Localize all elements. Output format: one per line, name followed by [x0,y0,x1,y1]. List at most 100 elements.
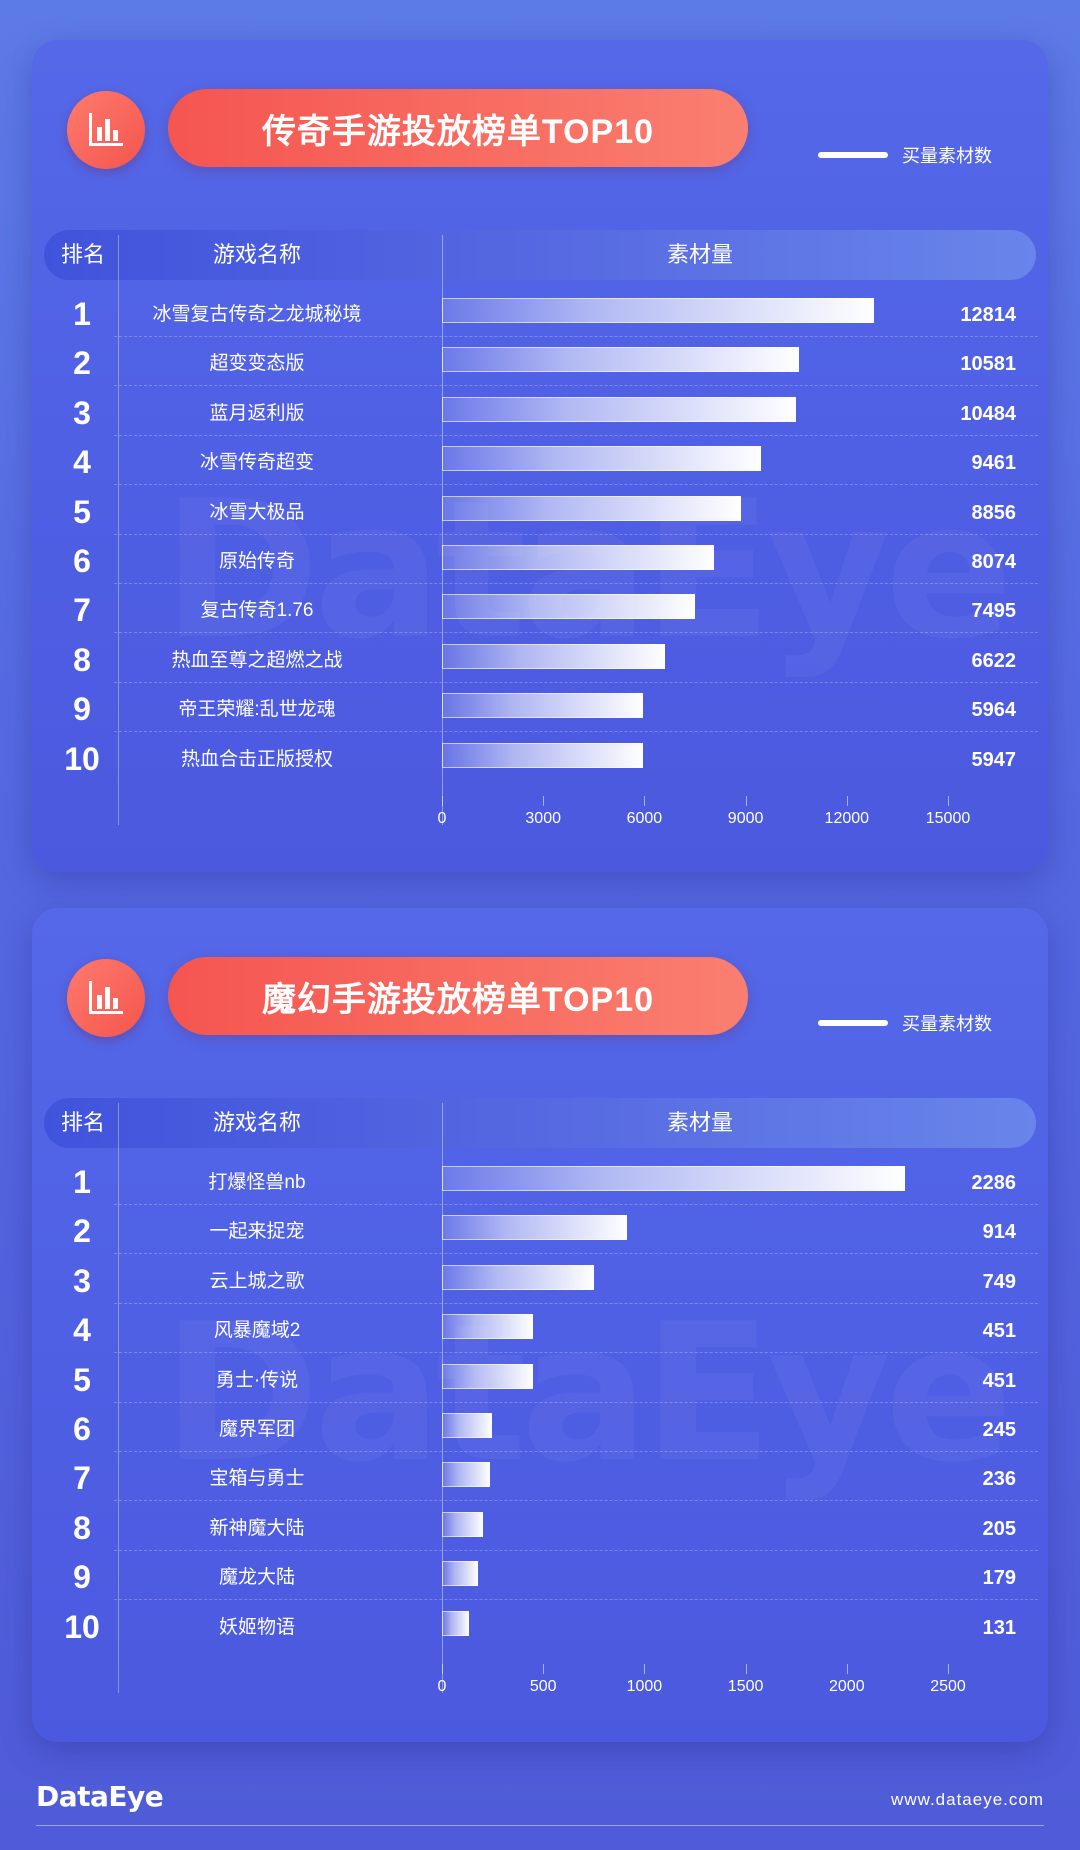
table-row: 4 冰雪传奇超变 9461 [44,442,1038,486]
data-label: 12814 [960,304,1016,326]
legend-label: 买量素材数 [902,1014,992,1034]
bar [442,1511,484,1537]
bar [442,594,695,620]
legend-swatch [818,152,888,158]
row-separator [114,1599,1038,1601]
table-row: 2 超变变态版 10581 [44,343,1038,387]
rank-number: 7 [73,592,91,629]
bar [442,396,796,422]
row-separator [114,1549,1038,1551]
table-row: 6 原始传奇 8074 [44,541,1038,584]
axis-tick [442,796,443,806]
axis-tick [644,1664,646,1674]
table-row: 8 热血至尊之超燃之战 6622 [44,640,1038,683]
row-separator [114,484,1038,486]
rank-number: 2 [73,345,91,382]
rank-number: 6 [73,1411,91,1447]
row-separator [114,1204,1038,1205]
table-header: 排名 游戏名称 素材量 [44,1098,1036,1148]
footer-url[interactable]: www.dataeye.com [891,1790,1044,1809]
rank-number: 9 [73,1559,91,1596]
row-separator [114,681,1038,683]
bar [442,1413,492,1438]
rank-number: 4 [73,444,91,481]
tick-label: 0 [437,1678,447,1695]
bar [442,643,666,669]
data-label: 5964 [971,699,1017,722]
tick-label: 1500 [727,1678,764,1695]
data-label: 8074 [971,551,1017,573]
tick-label: 1000 [626,1678,663,1695]
row-separator [114,1302,1038,1304]
axis-tick [948,1664,949,1674]
chart-title: 魔幻手游投放榜单TOP10 [168,957,748,1035]
game-name: 新神魔大陆 [209,1517,305,1539]
data-label: 7495 [971,600,1017,623]
footer-divider [36,1825,1044,1826]
rank-number: 7 [73,1460,91,1497]
data-label: 451 [982,1369,1016,1392]
bar [442,1166,905,1191]
chart-title: 传奇手游投放榜单TOP10 [168,89,748,167]
table-row: 3 云上城之歌 749 [44,1261,1038,1304]
header-value: 素材量 [666,1110,733,1135]
header-value: 素材量 [666,242,733,267]
tick-label: 2000 [829,1678,865,1695]
tick-label: 15000 [925,810,971,827]
legend: 买量素材数 [818,142,992,168]
game-name: 复古传奇1.76 [200,600,314,622]
legend-label: 买量素材数 [902,146,992,166]
data-label: 179 [982,1567,1016,1590]
game-name: 云上城之歌 [209,1270,305,1292]
bar [442,1314,534,1340]
table-row: 10 妖姬物语 131 [44,1607,1038,1649]
tick-label: 500 [529,1678,557,1695]
rank-number: 8 [73,1509,91,1546]
tick-label: 0 [437,810,447,827]
game-name: 冰雪复古传奇之龙城秘境 [152,304,362,325]
rank-number: 9 [73,691,91,728]
axis-line [442,1103,443,1693]
game-name: 热血至尊之超燃之战 [171,649,343,671]
game-name: 打爆怪兽nb [208,1172,306,1193]
data-label: 205 [982,1517,1016,1540]
rank-number: 5 [73,493,91,530]
bar [442,742,643,768]
bar [442,1610,469,1636]
data-label: 10484 [960,402,1016,425]
bar [442,693,644,719]
column-divider [118,235,119,825]
game-name: 魔龙大陆 [218,1567,295,1589]
tick-label: 6000 [626,810,663,827]
table-row: 9 帝王荣耀:乱世龙魂 5964 [44,689,1038,733]
data-label: 236 [982,1468,1016,1491]
row-separator [114,1352,1038,1354]
header-rank: 排名 [60,242,105,267]
game-name: 宝箱与勇士 [209,1468,305,1490]
game-name: 风暴魔域2 [213,1320,301,1342]
game-name: 原始传奇 [218,551,295,572]
bar [442,446,762,472]
axis-tick [543,1664,545,1674]
chart-panel-2: DataEye 魔幻手游投放榜单TOP10 买量素材数 排名 游戏名称 素材量 … [32,908,1048,1742]
table-row: 4 风暴魔域2 451 [44,1310,1038,1354]
bar [442,545,715,570]
table-row: 1 冰雪复古传奇之龙城秘境 12814 [44,294,1038,337]
table-row: 9 魔龙大陆 179 [44,1557,1038,1601]
game-name: 热血合击正版授权 [180,748,333,770]
header-rank: 排名 [60,1110,105,1135]
row-separator [114,632,1038,634]
column-divider [118,1103,119,1693]
rank-number: 5 [73,1361,91,1398]
data-label: 6622 [971,649,1017,672]
table-row: 7 复古传奇1.76 7495 [44,590,1038,634]
bar-chart-icon [67,91,145,169]
axis-tick [846,796,848,806]
axis-line [442,235,443,825]
header-name: 游戏名称 [212,1110,301,1135]
bar [442,298,875,323]
table-row: 3 蓝月返利版 10484 [44,393,1038,436]
axis-tick [442,1664,443,1674]
table-row: 7 宝箱与勇士 236 [44,1458,1038,1502]
rank-number: 1 [73,296,91,332]
